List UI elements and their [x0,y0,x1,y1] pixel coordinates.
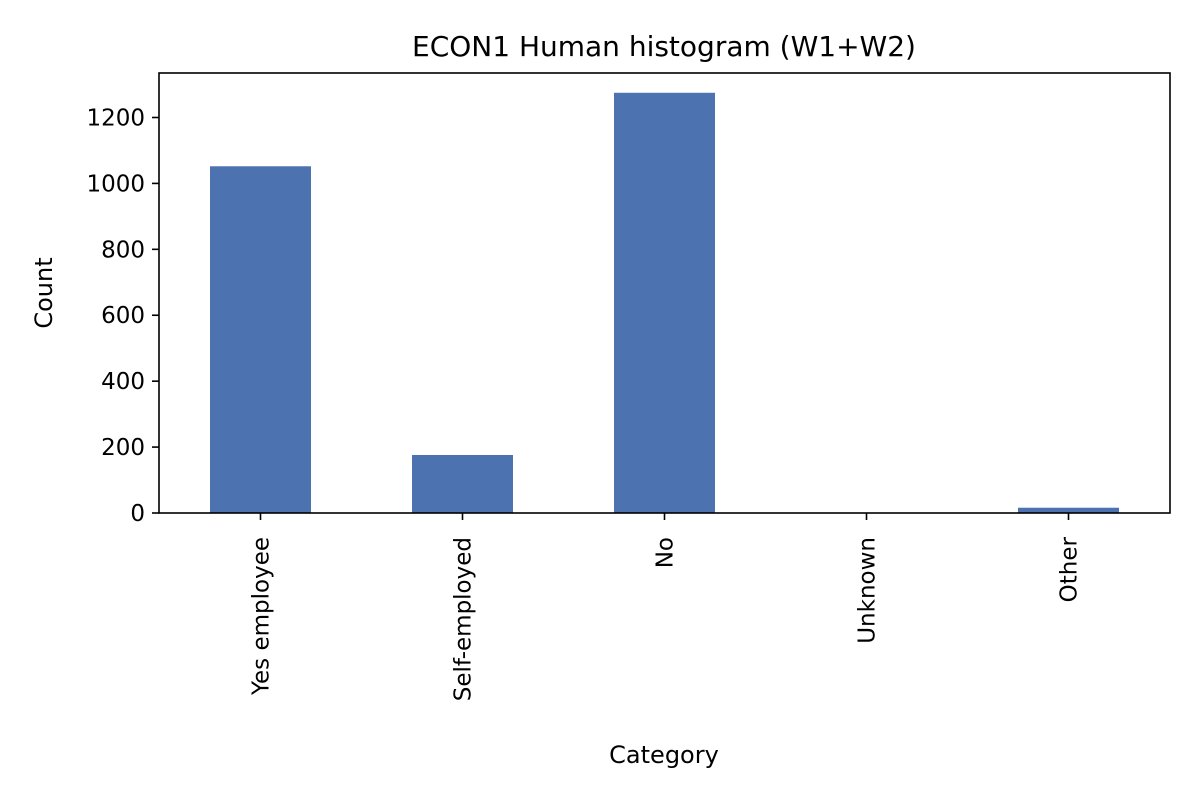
x-tick-label: Yes employee [249,537,275,696]
chart-title: ECON1 Human histogram (W1+W2) [412,30,916,63]
plot-area-frame [158,72,1171,514]
y-tick-label: 200 [101,435,145,461]
x-tick-label: Other [1057,536,1083,602]
y-tick-label: 0 [130,501,145,527]
x-tick-label: Unknown [855,537,881,644]
x-tick-label: No [653,537,679,568]
bar-other [1018,507,1119,513]
bar-self-employed [412,454,513,513]
y-axis-label: Count [30,257,58,328]
x-axis-label: Category [609,741,719,769]
y-tick-label: 1000 [86,171,145,197]
y-axis-ticks: 0 200 400 600 800 1000 1200 [86,105,159,527]
x-axis-ticks: Yes employee Self-employed No Unknown Other [249,513,1083,701]
bars-group [210,92,1119,514]
y-tick-label: 400 [101,369,145,395]
y-tick-label: 1200 [86,105,145,131]
y-tick-label: 800 [101,237,145,263]
bar-no [614,92,715,514]
x-tick-label: Self-employed [451,537,477,701]
y-tick-label: 600 [101,303,145,329]
bar-yes-employee [210,166,311,513]
